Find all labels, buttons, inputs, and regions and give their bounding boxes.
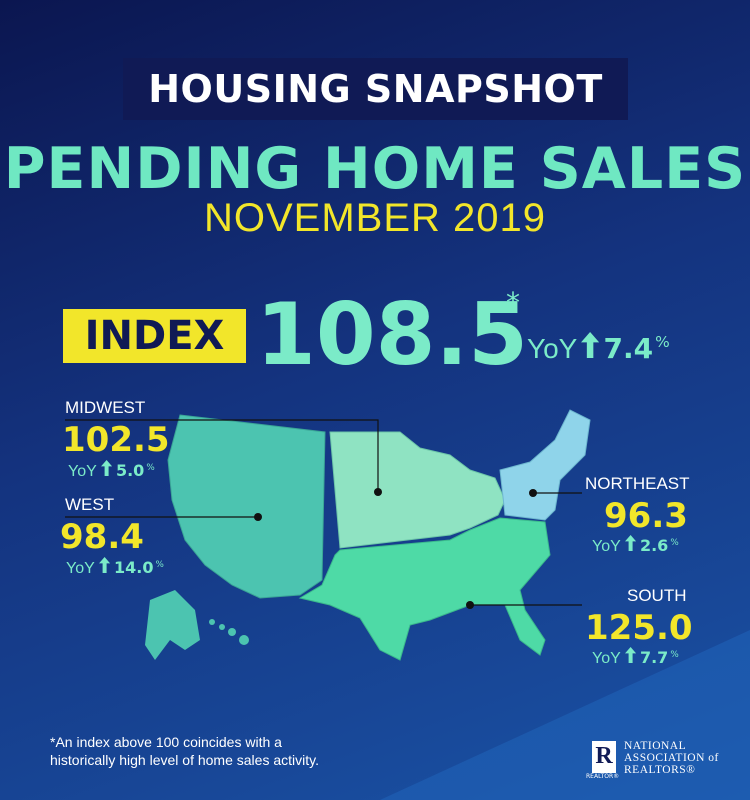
logo-text: NATIONAL ASSOCIATION of REALTORS® (624, 740, 719, 776)
region-name: SOUTH (627, 586, 687, 605)
yoy-change: 7.7 (639, 648, 669, 667)
up-arrow-shape (100, 460, 112, 476)
yoy-label: YoY (66, 560, 95, 577)
map-west (167, 414, 326, 599)
logo-caption: REALTOR® (586, 773, 620, 780)
up-arrow-shape (98, 557, 110, 573)
index-yoy: YoY 7.4% (527, 332, 670, 365)
yoy-unit: % (155, 559, 164, 570)
region-value: 125.0 (585, 608, 693, 648)
yoy-label: YoY (592, 538, 621, 555)
region-value: 102.5 (62, 420, 170, 460)
up-arrow (100, 460, 112, 476)
map-northeast (499, 409, 591, 521)
yoy-label: YoY (68, 463, 97, 480)
yoy-change: 7.4 (603, 332, 654, 365)
yoy-change: 2.6 (639, 536, 669, 555)
map-south (298, 517, 551, 661)
yoy-unit: % (670, 649, 679, 660)
yoy-label: YoY (527, 333, 578, 364)
yoy-unit: % (670, 537, 679, 548)
leader-lines (65, 419, 582, 606)
region-value: 98.4 (60, 517, 144, 557)
up-arrow (624, 647, 636, 663)
up-arrow-shape (624, 647, 636, 663)
title: PENDING HOME SALES (3, 136, 747, 202)
up-arrow-shape (581, 332, 600, 358)
up-arrow (624, 535, 636, 551)
background-shape (380, 630, 750, 800)
yoy-label: YoY (592, 650, 621, 667)
region-yoy: YoY 14.0% (66, 557, 164, 578)
logo-mark: R (592, 741, 616, 773)
leader-dots (254, 488, 537, 609)
logo-line: NATIONAL (624, 740, 687, 752)
region-value: 96.3 (604, 496, 688, 536)
region-yoy: YoY 7.7% (592, 647, 679, 668)
region-name: WEST (65, 495, 115, 514)
logo-line: ASSOCIATION of (624, 752, 719, 764)
note-mark: * (506, 286, 520, 319)
region-name: NORTHEAST (585, 474, 690, 493)
yoy-change: 14.0 (113, 558, 154, 577)
region-yoy: YoY 5.0% (68, 460, 155, 481)
region-yoy: YoY 2.6% (592, 535, 679, 556)
map-hawaii (209, 619, 249, 645)
up-arrow-shape (624, 535, 636, 551)
logo-line: REALTORS® (624, 764, 696, 776)
map-alaska (145, 590, 200, 660)
footnote-line: *An index above 100 coincides with a (50, 734, 282, 750)
index-label: INDEX (63, 309, 246, 363)
index-value: 108.5 (256, 285, 529, 385)
up-arrow (98, 557, 110, 573)
period: NOVEMBER 2019 (203, 196, 547, 240)
yoy-unit: % (655, 333, 670, 352)
region-name: MIDWEST (65, 398, 146, 417)
up-arrow (581, 332, 600, 358)
snapshot-banner: HOUSING SNAPSHOT (123, 58, 628, 120)
footnote: *An index above 100 coincides with a his… (50, 733, 319, 769)
yoy-unit: % (146, 462, 155, 473)
yoy-change: 5.0 (115, 461, 145, 480)
footnote-line: historically high level of home sales ac… (50, 752, 319, 768)
